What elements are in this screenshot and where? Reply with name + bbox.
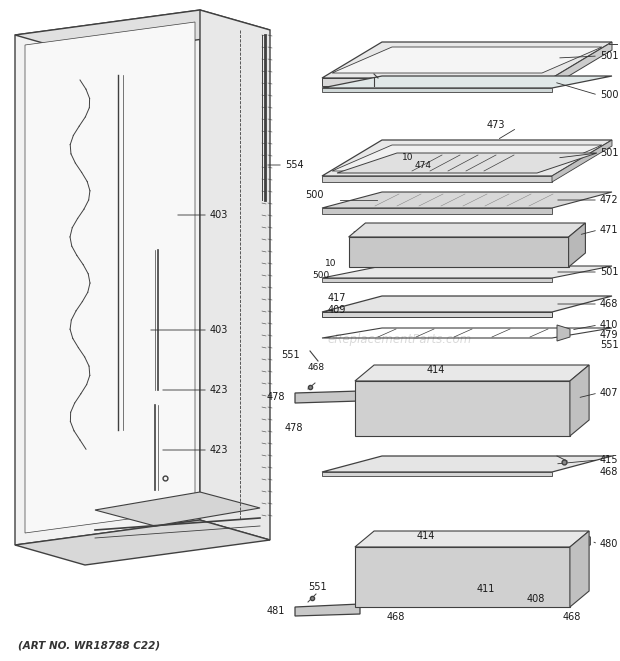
Text: 472: 472 [600,195,619,205]
Text: 500: 500 [600,90,619,100]
Text: eReplacementParts.com: eReplacementParts.com [328,334,472,346]
Polygon shape [15,520,270,565]
Polygon shape [355,365,589,381]
Text: 414: 414 [417,531,435,541]
Polygon shape [332,47,602,73]
Text: (ART NO. WR18788 C22): (ART NO. WR18788 C22) [18,640,160,650]
Text: 10: 10 [325,260,337,268]
Polygon shape [552,140,612,182]
Text: 551: 551 [600,340,619,350]
Text: 471: 471 [600,225,619,235]
Text: 408: 408 [527,594,546,604]
Text: 500: 500 [305,190,324,200]
Polygon shape [25,22,195,533]
Text: 468: 468 [562,612,581,622]
Polygon shape [353,228,580,232]
Text: 417: 417 [328,293,347,303]
Polygon shape [322,176,552,182]
Text: 423: 423 [210,445,229,455]
Text: 480: 480 [600,539,618,549]
Polygon shape [295,604,360,616]
Polygon shape [355,531,589,547]
Polygon shape [322,456,612,472]
Polygon shape [355,547,570,607]
Text: 551: 551 [281,350,300,360]
Text: 554: 554 [285,160,304,170]
Polygon shape [557,325,570,341]
Text: 403: 403 [210,325,228,335]
Polygon shape [322,76,612,88]
Text: 501: 501 [600,267,619,277]
Text: 423: 423 [210,385,229,395]
Polygon shape [15,10,270,55]
Polygon shape [348,237,569,267]
Polygon shape [570,531,589,607]
Text: 474: 474 [415,161,432,169]
Polygon shape [322,208,552,214]
Text: 407: 407 [600,388,619,398]
Text: 468: 468 [600,299,618,309]
Text: 478: 478 [285,423,304,433]
Text: 410: 410 [600,320,618,330]
Text: 473: 473 [487,120,505,130]
Polygon shape [322,296,612,312]
Text: 10: 10 [402,153,414,163]
Polygon shape [332,145,602,171]
Polygon shape [337,153,597,173]
Text: 500: 500 [312,270,329,280]
Polygon shape [577,533,590,547]
Text: 468: 468 [387,612,405,622]
Text: 415: 415 [600,455,619,465]
Text: 411: 411 [477,584,495,594]
Polygon shape [322,266,612,278]
Polygon shape [322,78,552,86]
Polygon shape [322,472,552,476]
Text: 409: 409 [328,305,347,315]
Polygon shape [322,312,552,317]
Polygon shape [322,88,552,92]
Polygon shape [322,42,612,78]
Text: 478: 478 [267,392,285,402]
Text: 501: 501 [600,51,619,61]
Polygon shape [295,391,360,403]
Polygon shape [322,192,612,208]
Text: 414: 414 [427,365,445,375]
Polygon shape [348,223,585,237]
Polygon shape [322,140,612,176]
Polygon shape [552,42,612,86]
Text: 551: 551 [308,582,327,592]
Text: 479: 479 [600,330,619,340]
Text: 468: 468 [308,364,325,373]
Polygon shape [322,278,552,282]
Polygon shape [15,10,200,545]
Text: 501: 501 [600,148,619,158]
Polygon shape [569,223,585,267]
Polygon shape [570,365,589,436]
Text: 468: 468 [600,467,618,477]
Polygon shape [95,492,260,526]
Text: 403: 403 [210,210,228,220]
Polygon shape [355,381,570,436]
Text: 481: 481 [267,606,285,616]
Polygon shape [200,10,270,540]
